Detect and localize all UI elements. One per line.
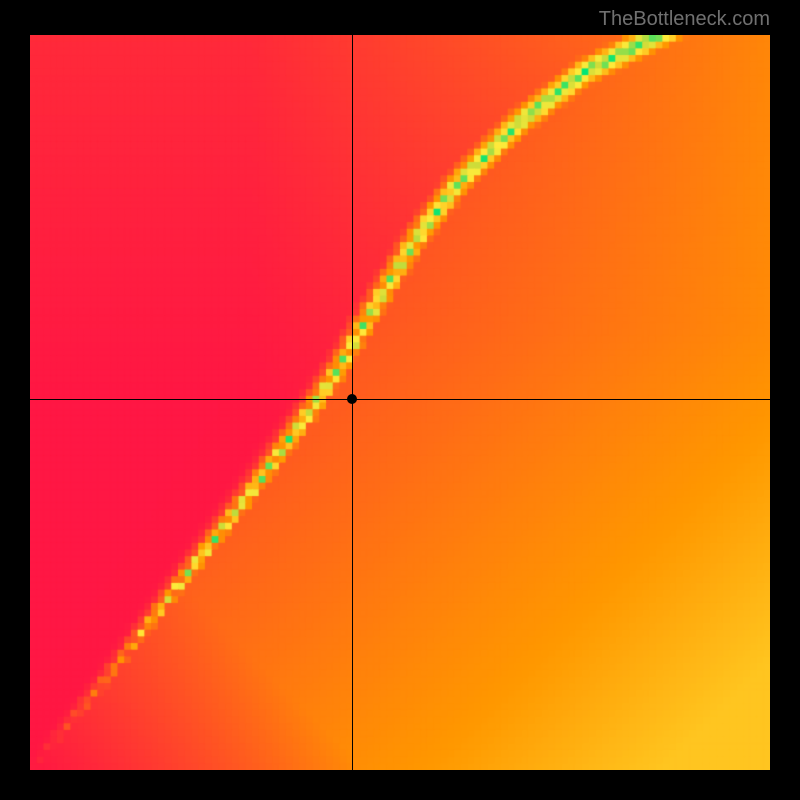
marker-dot bbox=[347, 394, 357, 404]
plot-area bbox=[30, 35, 770, 770]
crosshair-horizontal bbox=[30, 399, 770, 400]
chart-container: TheBottleneck.com bbox=[0, 0, 800, 800]
heatmap-canvas bbox=[30, 35, 770, 770]
watermark-text: TheBottleneck.com bbox=[599, 8, 770, 31]
